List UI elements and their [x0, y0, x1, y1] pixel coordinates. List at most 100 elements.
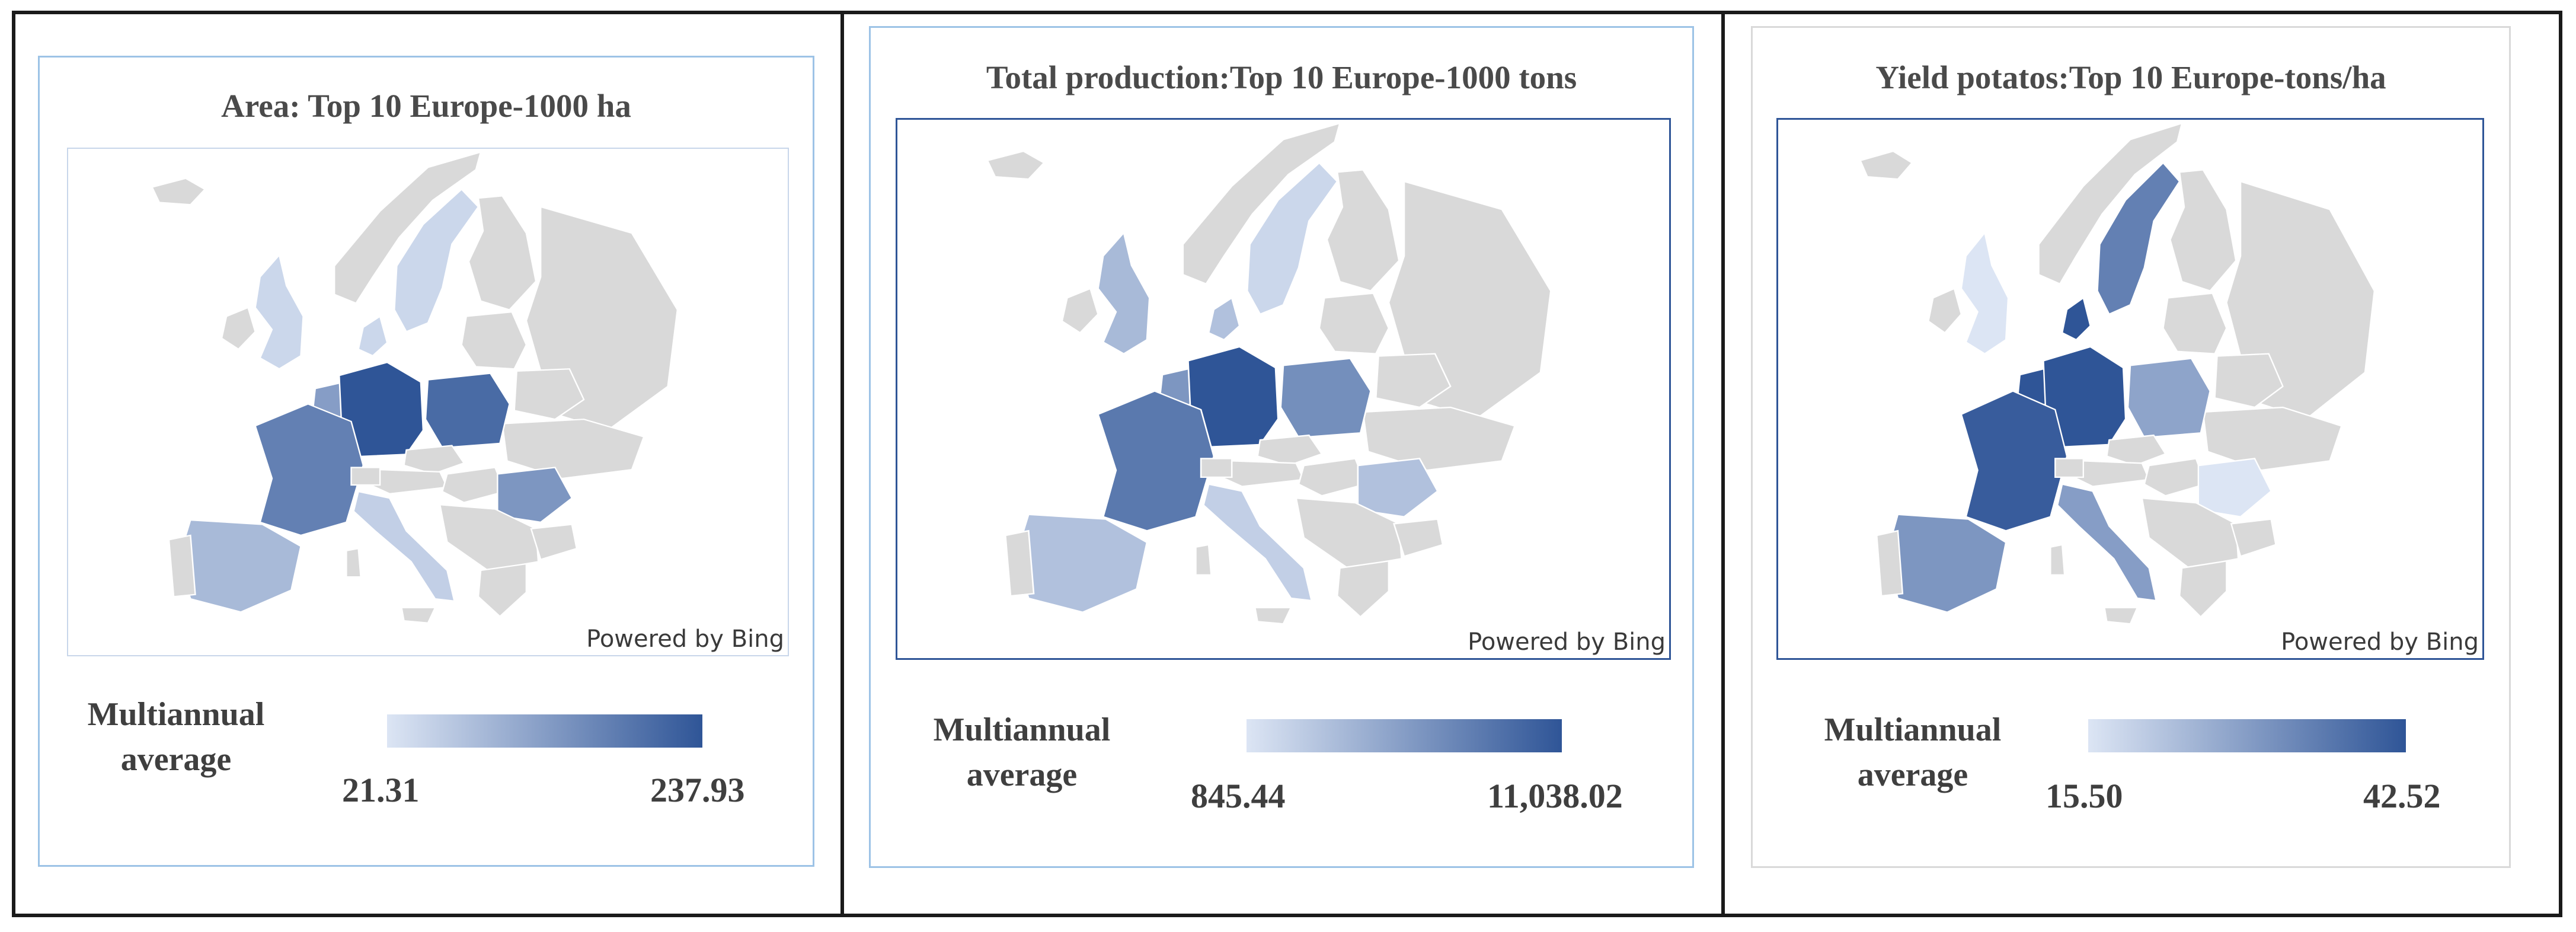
country-iceland[interactable] [986, 150, 1046, 180]
country-bulgaria[interactable] [2230, 518, 2277, 557]
country-spain[interactable] [177, 519, 302, 613]
country-belarus[interactable] [2214, 353, 2284, 408]
country-sardinia[interactable] [2050, 544, 2066, 576]
country-poland[interactable] [2127, 358, 2211, 439]
legend-title: Multiannual average [1812, 707, 2014, 797]
country-finland[interactable] [468, 195, 537, 311]
country-norway[interactable] [333, 151, 482, 304]
country-hungary[interactable] [441, 467, 506, 503]
country-switzerland[interactable] [2054, 458, 2084, 478]
country-czech[interactable] [403, 445, 465, 475]
country-spain[interactable] [1015, 513, 1148, 613]
country-ukraine[interactable] [1362, 406, 1516, 471]
country-iceland[interactable] [1859, 150, 1913, 180]
legend-color-scale [387, 714, 702, 748]
country-balkans[interactable] [2141, 497, 2239, 569]
country-hungary[interactable] [1297, 458, 1367, 497]
country-poland[interactable] [1280, 358, 1372, 439]
legend-title-line1: Multiannual [1824, 711, 2002, 748]
country-ukraine[interactable] [501, 419, 645, 480]
country-iceland[interactable] [151, 177, 206, 206]
country-france[interactable] [1097, 390, 1215, 532]
map-panel-yield: Yield potatos:Top 10 Europe-tons/ha Powe… [1751, 26, 2511, 868]
legend-max-value: 237.93 [650, 771, 745, 809]
country-sweden[interactable] [394, 188, 480, 333]
country-hungary[interactable] [2143, 458, 2207, 497]
country-france[interactable] [1960, 390, 2068, 532]
country-greece[interactable] [477, 563, 528, 618]
powered-by-bing-credit: Powered by Bing [1468, 628, 1666, 656]
country-czech[interactable] [1257, 434, 1324, 467]
country-switzerland[interactable] [1200, 458, 1233, 478]
country-sicily[interactable] [1254, 607, 1292, 625]
country-ukraine[interactable] [2202, 406, 2342, 471]
country-italy[interactable] [2056, 483, 2158, 602]
powered-by-bing-credit: Powered by Bing [2281, 628, 2479, 656]
country-spain[interactable] [1885, 513, 2007, 613]
country-switzerland[interactable] [350, 467, 381, 486]
country-balkans[interactable] [439, 504, 539, 572]
panel-divider [840, 11, 844, 917]
country-romania[interactable] [1357, 458, 1439, 518]
country-portugal[interactable] [1876, 529, 1904, 597]
country-romania[interactable] [2197, 458, 2273, 518]
country-baltics[interactable] [2162, 292, 2227, 355]
legend-title: Multiannual average [924, 707, 1120, 797]
figure-frame [12, 11, 2562, 917]
europe-map[interactable] [68, 149, 788, 655]
country-ireland[interactable] [1928, 288, 1963, 334]
legend-color-scale [1247, 719, 1562, 752]
country-greece[interactable] [2178, 560, 2227, 618]
country-austria[interactable] [369, 469, 449, 494]
country-sicily[interactable] [401, 607, 436, 624]
country-uk[interactable] [1960, 231, 2009, 355]
country-denmark[interactable] [2061, 296, 2091, 341]
country-denmark[interactable] [1207, 296, 1241, 341]
country-bulgaria[interactable] [1392, 518, 1444, 557]
country-baltics[interactable] [461, 311, 528, 370]
country-finland[interactable] [1326, 169, 1400, 292]
country-baltics[interactable] [1318, 292, 1390, 355]
country-portugal[interactable] [168, 534, 196, 598]
map-area[interactable]: Powered by Bing [1776, 118, 2484, 660]
country-italy[interactable] [1203, 483, 1313, 602]
country-greece[interactable] [1336, 560, 1390, 618]
country-bulgaria[interactable] [530, 524, 578, 561]
country-balkans[interactable] [1295, 497, 1403, 569]
country-sweden[interactable] [1246, 161, 1338, 315]
country-italy[interactable] [353, 490, 456, 602]
country-uk[interactable] [254, 253, 304, 370]
powered-by-bing-credit: Powered by Bing [586, 625, 784, 653]
legend-color-scale [2088, 719, 2406, 752]
panel-title: Yield potatos:Top 10 Europe-tons/ha [1875, 59, 2386, 95]
europe-map[interactable] [897, 120, 1669, 658]
legend-title-line1: Multiannual [933, 711, 1111, 748]
country-belarus[interactable] [1375, 353, 1452, 408]
map-area[interactable]: Powered by Bing [67, 148, 789, 656]
country-portugal[interactable] [1004, 529, 1035, 597]
panel-title: Total production:Top 10 Europe-1000 tons [986, 59, 1577, 95]
country-ireland[interactable] [1061, 288, 1099, 334]
country-belarus[interactable] [513, 368, 585, 420]
country-poland[interactable] [424, 372, 510, 449]
country-finland[interactable] [2169, 169, 2237, 292]
country-sardinia[interactable] [1195, 544, 1212, 576]
map-panel-production: Total production:Top 10 Europe-1000 tons… [869, 26, 1694, 868]
europe-map[interactable] [1778, 120, 2482, 658]
country-ireland[interactable] [220, 307, 256, 350]
country-sweden[interactable] [2096, 161, 2181, 315]
country-romania[interactable] [497, 467, 573, 523]
country-france[interactable] [254, 403, 364, 537]
country-denmark[interactable] [357, 315, 388, 357]
map-area[interactable]: Powered by Bing [896, 118, 1671, 660]
country-norway[interactable] [2038, 122, 2183, 285]
country-czech[interactable] [2106, 434, 2167, 467]
legend-min-value: 15.50 [2046, 777, 2123, 815]
country-sardinia[interactable] [346, 547, 362, 578]
country-austria[interactable] [2073, 460, 2150, 487]
country-norway[interactable] [1182, 122, 1341, 285]
legend-min-value: 845.44 [1191, 777, 1286, 815]
country-uk[interactable] [1097, 231, 1150, 355]
country-austria[interactable] [1220, 460, 1305, 487]
country-sicily[interactable] [2104, 607, 2139, 625]
